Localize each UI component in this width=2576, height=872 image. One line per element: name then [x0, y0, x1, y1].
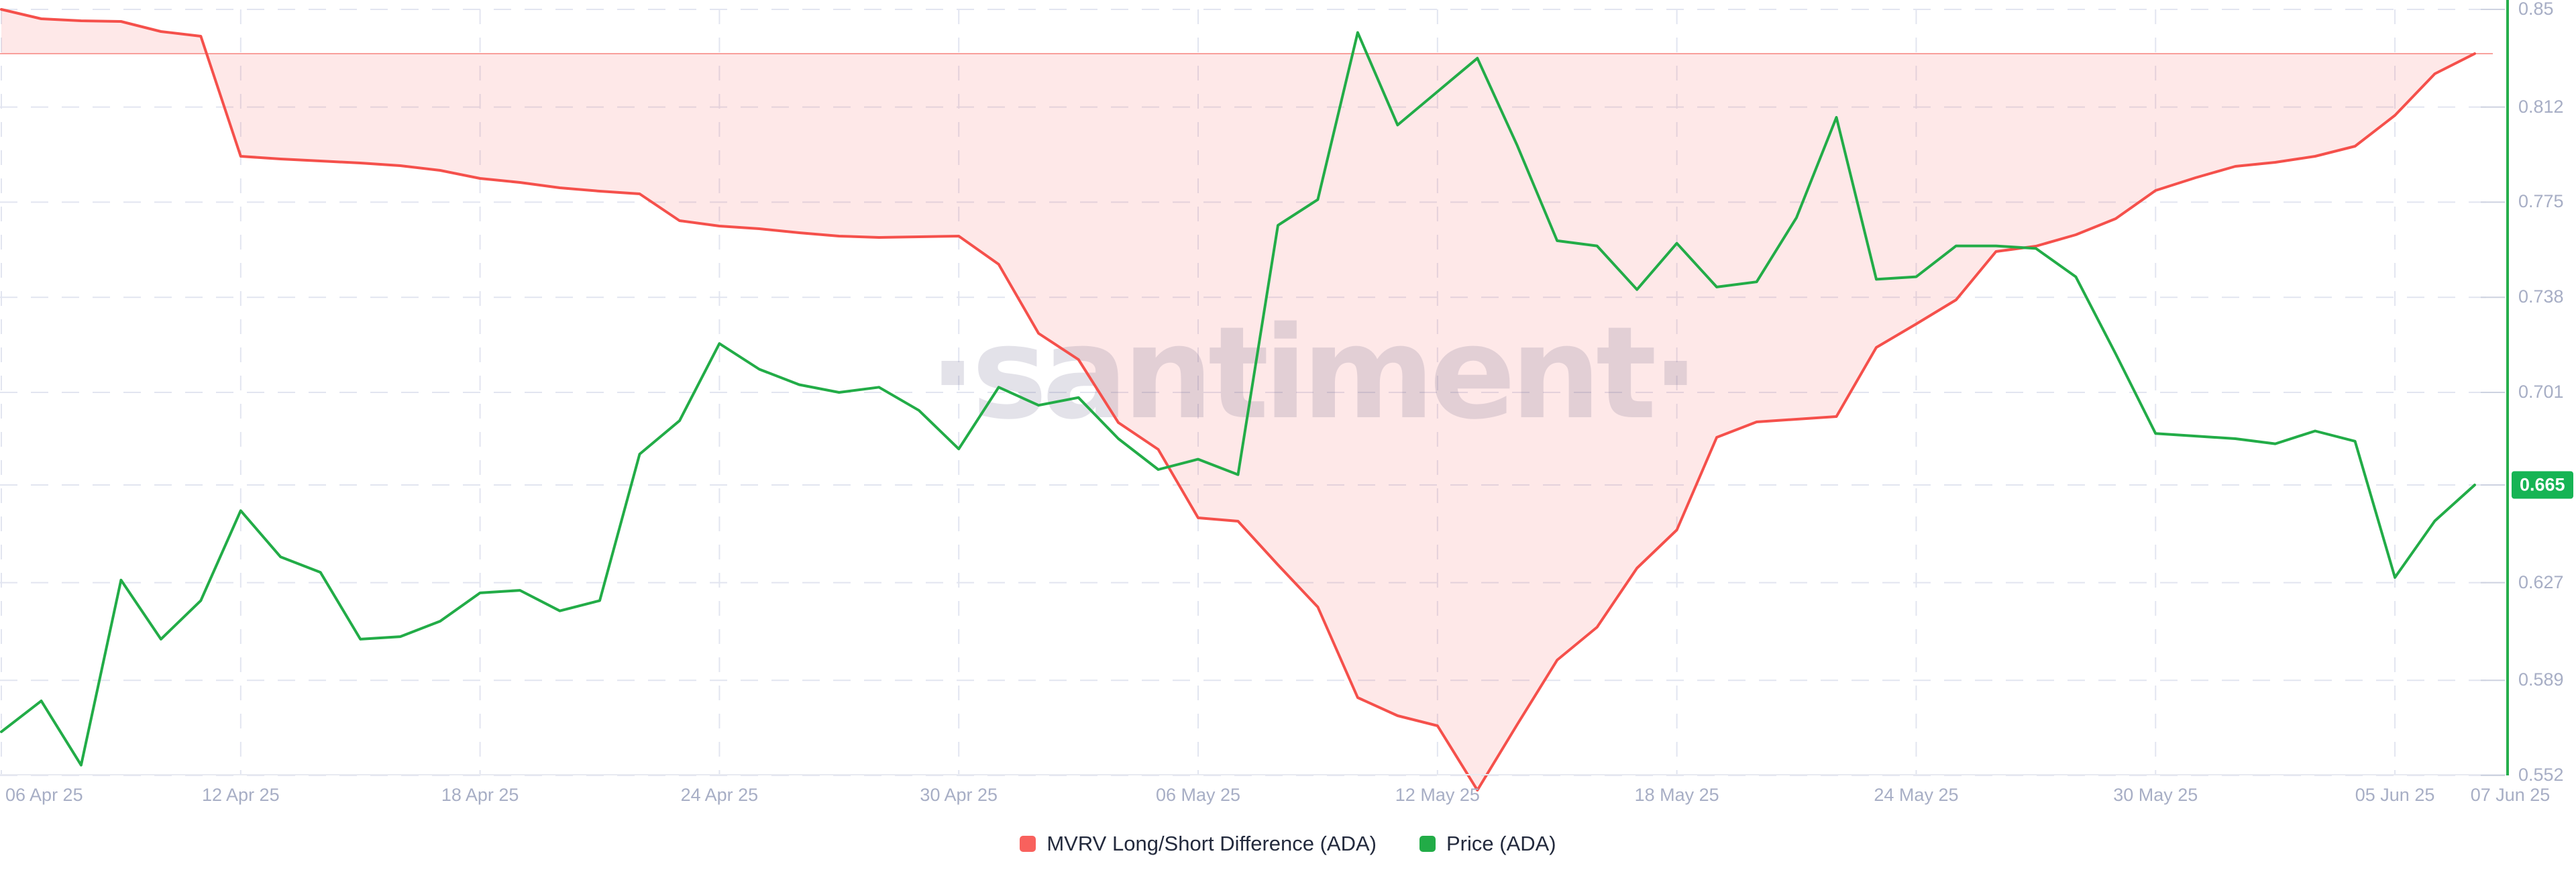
y-axis-label: 0.552	[2518, 764, 2564, 785]
x-axis-label: 07 Jun 25	[2470, 785, 2551, 805]
current-price-badge: 0.665	[2512, 471, 2573, 499]
y-axis-label: 0.85	[2518, 0, 2554, 19]
x-axis-label: 12 Apr 25	[202, 785, 280, 805]
mvrv-legend-label: MVRV Long/Short Difference (ADA)	[1046, 832, 1377, 855]
price-legend-label: Price (ADA)	[1446, 832, 1556, 855]
x-axis-label: 06 Apr 25	[5, 785, 83, 805]
x-axis-label: 05 Jun 25	[2355, 785, 2435, 805]
y-axis-label: 0.627	[2518, 571, 2564, 592]
y-axis-label: 0.812	[2518, 96, 2564, 117]
santiment-watermark: ·santiment·	[928, 299, 1695, 447]
y-axis-label: 0.775	[2518, 191, 2564, 212]
y-axis-label: 0.738	[2518, 286, 2564, 307]
mvrv-area	[1, 9, 2475, 790]
y-axis-label: 0.589	[2518, 669, 2564, 690]
x-axis-label: 06 May 25	[1155, 785, 1241, 805]
legend: MVRV Long/Short Difference (ADA) Price (…	[0, 832, 2576, 856]
x-axis-label: 30 May 25	[2113, 785, 2198, 805]
mvrv-line[interactable]	[0, 8, 2476, 792]
x-axis-label: 30 Apr 25	[920, 785, 998, 805]
legend-item-mvrv[interactable]: MVRV Long/Short Difference (ADA)	[1020, 832, 1377, 856]
mvrv-legend-swatch-icon	[1020, 836, 1036, 852]
x-axis-label: 24 May 25	[1874, 785, 1959, 805]
series-and-axes	[0, 0, 2509, 792]
x-axis-label: 18 Apr 25	[441, 785, 519, 805]
y-axis-label: 0.701	[2518, 381, 2564, 402]
price-line[interactable]	[0, 31, 2476, 767]
x-axis-label: 24 Apr 25	[680, 785, 759, 805]
price-legend-swatch-icon	[1419, 836, 1436, 852]
x-axis-label: 12 May 25	[1395, 785, 1480, 805]
x-axis-label: 18 May 25	[1634, 785, 1719, 805]
legend-item-price[interactable]: Price (ADA)	[1419, 832, 1556, 856]
